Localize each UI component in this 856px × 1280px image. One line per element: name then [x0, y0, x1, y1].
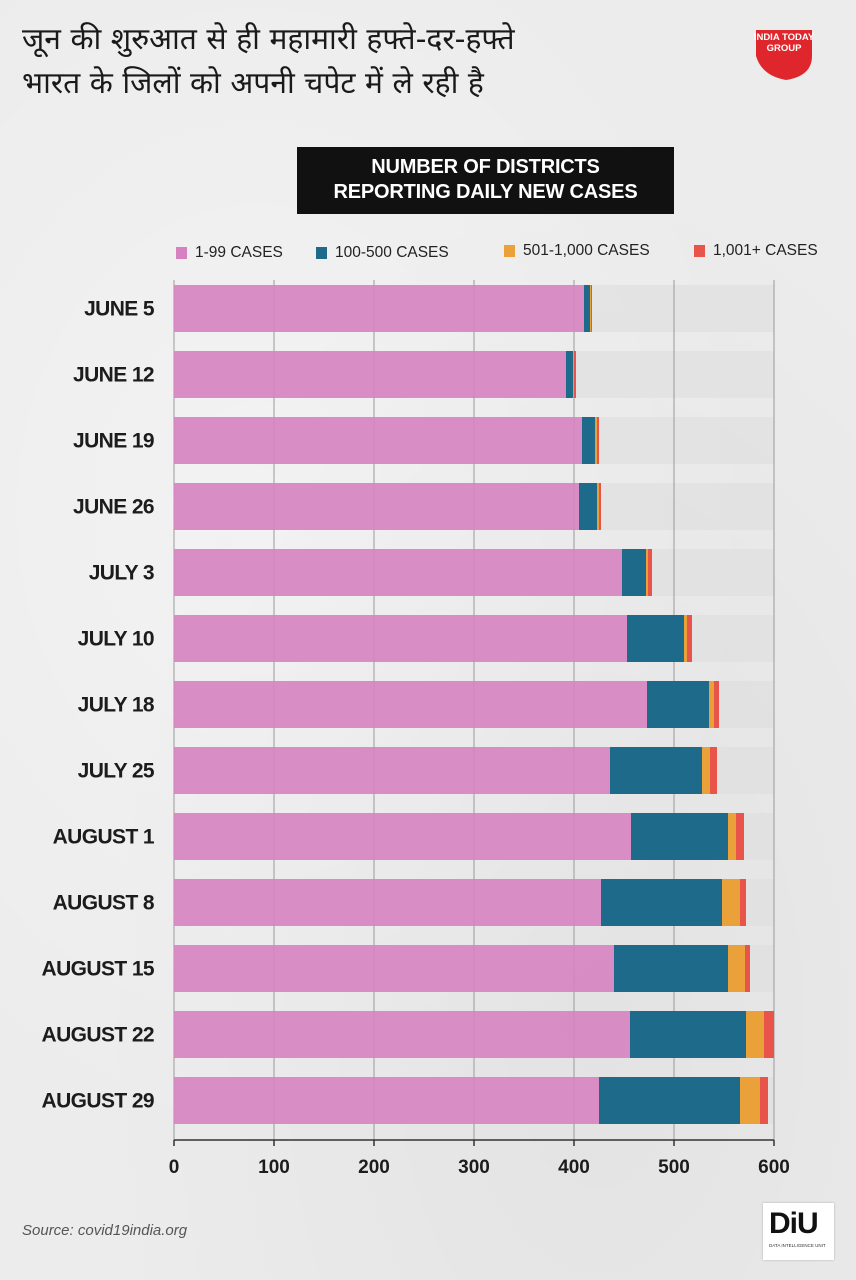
logo-shape-icon	[756, 30, 812, 80]
bar-segment-1-001-cases	[714, 681, 719, 728]
bar-segment-501-1-000-cases	[590, 285, 591, 332]
bar-segment-1-99-cases	[174, 549, 622, 596]
bar-segment-1-99-cases	[174, 483, 579, 530]
bar-segment-100-500-cases	[622, 549, 646, 596]
bar-segment-100-500-cases	[601, 879, 722, 926]
legend-swatch-1-99	[176, 247, 187, 259]
legend-item-1-99: 1-99 CASES	[176, 243, 283, 263]
headline-line-2: भारत के जिलों को अपनी चपेट में ले रही है	[22, 66, 484, 101]
chart-title-banner: NUMBER OF DISTRICTS REPORTING DAILY NEW …	[297, 147, 674, 214]
headline-line-1: जून की शुरुआत से ही महामारी हफ्ते-दर-हफ्…	[22, 22, 515, 57]
legend-item-100-500: 100-500 CASES	[316, 243, 449, 263]
bar-segment-1-99-cases	[174, 747, 610, 794]
bar-segment-501-1-000-cases	[597, 483, 599, 530]
bar-segment-501-1-000-cases	[702, 747, 710, 794]
category-label: JUNE 5	[84, 298, 155, 321]
bar-segment-1-99-cases	[174, 1077, 599, 1124]
legend-item-501-1000: 501-1,000 CASES	[504, 241, 650, 261]
category-label: AUGUST 8	[53, 892, 155, 915]
category-label: JULY 18	[78, 694, 155, 717]
bar-segment-1-99-cases	[174, 813, 631, 860]
bar-segment-1-99-cases	[174, 351, 566, 398]
bar-segment-1-001-cases	[599, 483, 601, 530]
x-tick-label: 200	[358, 1157, 390, 1178]
bar-segment-501-1-000-cases	[746, 1011, 764, 1058]
category-label: AUGUST 1	[53, 826, 155, 849]
category-label: JUNE 12	[73, 364, 154, 387]
bar-segment-100-500-cases	[630, 1011, 746, 1058]
legend-item-1001-plus: 1,001+ CASES	[694, 241, 818, 261]
source-note: Source: covid19india.org	[22, 1222, 188, 1239]
category-label: JULY 3	[89, 562, 154, 585]
headline: जून की शुरुआत से ही महामारी हफ्ते-दर-हफ्…	[22, 18, 722, 106]
legend-label-100-500: 100-500 CASES	[335, 244, 449, 261]
bar-segment-501-1-000-cases	[740, 1077, 760, 1124]
chart-title-line-2: REPORTING DAILY NEW CASES	[333, 181, 638, 203]
bar-segment-1-001-cases	[591, 285, 592, 332]
bar-segment-501-1-000-cases	[722, 879, 740, 926]
bar-segment-1-99-cases	[174, 417, 582, 464]
legend-label-1001-plus: 1,001+ CASES	[713, 242, 818, 259]
bar-segment-100-500-cases	[566, 351, 573, 398]
bar-segment-1-001-cases	[687, 615, 692, 662]
bar-segment-100-500-cases	[584, 285, 590, 332]
bar-segment-100-500-cases	[614, 945, 728, 992]
bar-segment-501-1-000-cases	[728, 813, 736, 860]
diu-logo-subtext: DATA INTELLIGENCE UNIT	[769, 1243, 826, 1248]
legend-label-1-99: 1-99 CASES	[195, 244, 283, 261]
x-tick-label: 600	[758, 1157, 790, 1178]
diu-logo: DiU DATA INTELLIGENCE UNIT	[763, 1203, 834, 1260]
bar-segment-1-99-cases	[174, 615, 627, 662]
bar-segment-100-500-cases	[610, 747, 702, 794]
category-label: AUGUST 22	[42, 1024, 154, 1047]
bar-segment-501-1-000-cases	[646, 549, 648, 596]
legend-label-501-1000: 501-1,000 CASES	[523, 242, 650, 259]
bar-segment-1-99-cases	[174, 1011, 630, 1058]
bar-segment-501-1-000-cases	[573, 351, 574, 398]
bar-segment-1-001-cases	[740, 879, 746, 926]
india-today-logo: INDIA TODAY GROUP	[752, 26, 816, 82]
bar-segment-501-1-000-cases	[709, 681, 714, 728]
x-tick-label: 300	[458, 1157, 490, 1178]
category-label: AUGUST 15	[42, 958, 155, 981]
bar-segment-1-001-cases	[736, 813, 744, 860]
bar-segment-100-500-cases	[627, 615, 684, 662]
bar-segment-1-99-cases	[174, 681, 647, 728]
bar-segment-100-500-cases	[647, 681, 709, 728]
bar-segment-1-99-cases	[174, 879, 601, 926]
bar-segment-1-001-cases	[710, 747, 717, 794]
category-label: JULY 25	[78, 760, 155, 783]
bar-segment-100-500-cases	[579, 483, 597, 530]
bar-segment-1-99-cases	[174, 285, 584, 332]
bar-segment-501-1-000-cases	[595, 417, 597, 464]
category-label: JUNE 19	[73, 430, 154, 453]
logo-text: INDIA TODAY GROUP	[753, 32, 815, 54]
bar-segment-1-001-cases	[760, 1077, 768, 1124]
x-tick-label: 100	[258, 1157, 290, 1178]
chart-title-line-1: NUMBER OF DISTRICTS	[371, 156, 600, 178]
legend-swatch-1001-plus	[694, 245, 705, 257]
bar-segment-100-500-cases	[582, 417, 595, 464]
bar-segment-501-1-000-cases	[684, 615, 687, 662]
category-label: JUNE 26	[73, 496, 154, 519]
category-label: AUGUST 29	[42, 1090, 154, 1113]
category-label: JULY 10	[78, 628, 154, 651]
x-tick-label: 500	[658, 1157, 690, 1178]
bar-segment-1-001-cases	[574, 351, 576, 398]
bar-segment-100-500-cases	[631, 813, 728, 860]
bar-segment-1-001-cases	[597, 417, 599, 464]
bar-segment-1-99-cases	[174, 945, 614, 992]
bar-segment-100-500-cases	[599, 1077, 740, 1124]
legend-swatch-100-500	[316, 247, 327, 259]
bar-segment-1-001-cases	[745, 945, 750, 992]
bar-segment-1-001-cases	[648, 549, 652, 596]
diu-logo-text: DiU	[769, 1207, 819, 1240]
bar-segment-501-1-000-cases	[728, 945, 745, 992]
x-tick-label: 0	[169, 1157, 180, 1178]
bar-segment-1-001-cases	[764, 1011, 774, 1058]
legend-swatch-501-1000	[504, 245, 515, 257]
x-tick-label: 400	[558, 1157, 590, 1178]
